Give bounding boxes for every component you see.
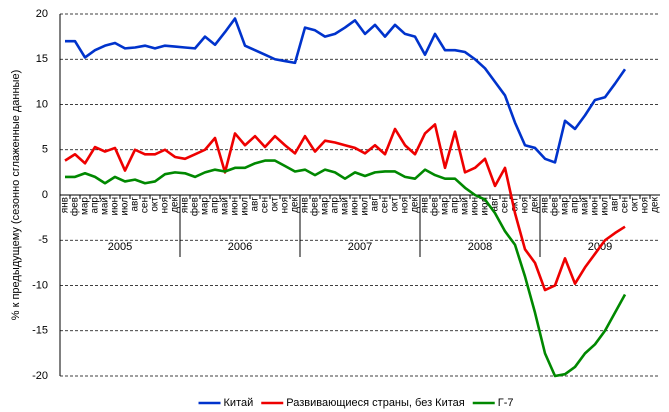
x-tick-label: апр — [90, 197, 101, 214]
x-tick-label: дек — [290, 196, 301, 212]
x-tick-label: янв — [420, 197, 431, 213]
y-tick-label: 15 — [36, 53, 48, 65]
line-series — [65, 159, 627, 378]
x-tick-label: фев — [69, 197, 81, 216]
x-group-label: 2007 — [348, 241, 372, 253]
x-tick-label: май — [460, 197, 471, 215]
x-tick-label: апр — [330, 197, 341, 214]
x-tick-label: мар — [200, 197, 211, 215]
legend-label: Китай — [224, 397, 254, 409]
y-tick-label: -5 — [38, 234, 48, 246]
line-series — [64, 123, 626, 292]
legend-label: Г-7 — [498, 397, 514, 409]
y-tick-label: -10 — [32, 279, 48, 291]
x-tick-label: апр — [450, 197, 461, 214]
x-group-label: 2008 — [468, 241, 492, 253]
x-tick-label: янв — [300, 197, 311, 213]
x-tick-label: сен — [140, 197, 151, 213]
x-tick-label: июл — [120, 197, 131, 216]
x-tick-label: ноя — [400, 197, 411, 214]
x-tick-label: май — [220, 197, 231, 215]
x-tick-label: фев — [429, 197, 441, 216]
x-tick-label: мар — [320, 197, 331, 215]
x-tick-label: июн — [230, 197, 241, 216]
x-tick-label: янв — [180, 197, 191, 213]
x-tick-label: июл — [360, 197, 371, 216]
legend: Китай Развивающиеся страны, без Китая Г-7 — [198, 397, 514, 409]
x-tick-label: авг — [610, 197, 621, 212]
x-tick-label: май — [580, 197, 591, 215]
x-tick-label: окт — [630, 197, 641, 212]
x-group-label: 2005 — [108, 241, 132, 253]
x-group-label: 2006 — [228, 241, 252, 253]
x-tick-label: ноя — [640, 197, 651, 214]
x-tick-label: фев — [189, 197, 201, 216]
y-tick-label: 10 — [36, 98, 48, 110]
x-tick-label: окт — [390, 197, 401, 212]
x-tick-label: авг — [250, 197, 261, 212]
x-tick-label: май — [340, 197, 351, 215]
x-tick-label: апр — [210, 197, 221, 214]
x-tick-label: июл — [480, 197, 491, 216]
x-tick-label: июн — [590, 197, 601, 216]
x-tick-label: июн — [470, 197, 481, 216]
y-axis-title: % к предыдущему (сезонно сглаженные данн… — [10, 70, 22, 320]
x-tick-label: янв — [60, 197, 71, 213]
x-tick-label: мар — [80, 197, 91, 215]
legend-label: Развивающиеся страны, без Китая — [286, 397, 465, 409]
x-tick-label: сен — [380, 197, 391, 213]
x-tick-label: авг — [490, 197, 501, 212]
x-tick-label: ноя — [280, 197, 291, 214]
y-tick-label: 20 — [36, 8, 48, 20]
x-tick-label: авг — [130, 197, 141, 212]
x-tick-label: ноя — [520, 197, 531, 214]
x-tick-label: июл — [600, 197, 611, 216]
x-tick-label: фев — [309, 197, 321, 216]
x-tick-label: сен — [500, 197, 511, 213]
x-tick-label: дек — [170, 196, 181, 212]
line-series — [65, 17, 627, 164]
x-tick-label: мар — [440, 197, 451, 215]
y-tick-label: 5 — [42, 144, 48, 156]
x-tick-label: авг — [370, 197, 381, 212]
y-tick-label: 0 — [42, 189, 48, 201]
x-tick-label: июл — [240, 197, 251, 216]
x-tick-label: сен — [620, 197, 631, 213]
y-tick-label: -15 — [32, 325, 48, 337]
x-tick-label: дек — [530, 196, 541, 212]
x-tick-label: июн — [350, 197, 361, 216]
x-tick-label: апр — [570, 197, 581, 214]
x-tick-label: ноя — [160, 197, 171, 214]
x-tick-label: окт — [150, 197, 161, 212]
x-tick-label: окт — [270, 197, 281, 212]
x-tick-label: сен — [260, 197, 271, 213]
y-tick-label: -20 — [32, 370, 48, 382]
x-tick-label: мар — [560, 197, 571, 215]
x-tick-label: май — [100, 197, 111, 215]
x-tick-label: дек — [650, 196, 661, 212]
x-tick-label: окт — [510, 197, 521, 212]
x-tick-label: июн — [110, 197, 121, 216]
x-tick-label: янв — [540, 197, 551, 213]
x-tick-label: дек — [410, 196, 421, 212]
x-tick-label: фев — [549, 197, 561, 216]
